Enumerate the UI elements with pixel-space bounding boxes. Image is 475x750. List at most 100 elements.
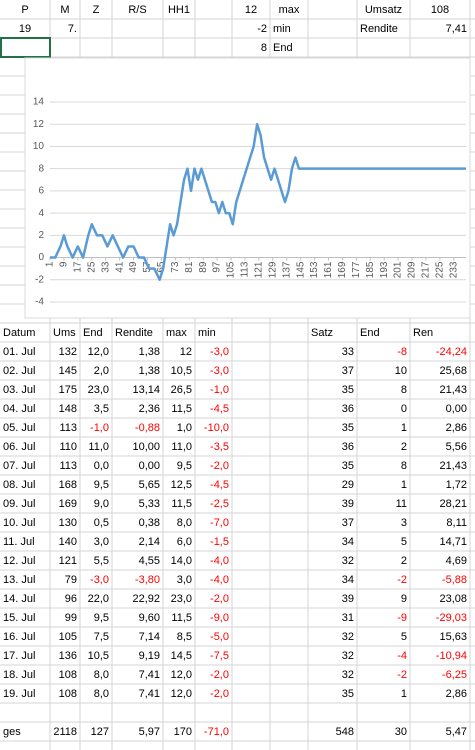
cell-text: 11. Jul	[3, 536, 35, 548]
cell-text: 9	[401, 593, 407, 605]
cell-text: 170	[174, 726, 192, 738]
cell-text: 2	[401, 555, 407, 567]
cell-text: 14. Jul	[3, 593, 35, 605]
x-tick-label: 145	[295, 261, 306, 278]
cell-text: max	[166, 327, 187, 339]
x-tick-label: 113	[240, 261, 251, 277]
cell-text: 0,00	[139, 460, 160, 472]
cell-text: 127	[91, 726, 109, 738]
cell-text: 140	[59, 536, 77, 548]
cell-text: 37	[342, 517, 354, 529]
cell-text: -10,94	[436, 650, 467, 662]
cell-text: 8,0	[94, 669, 109, 681]
cell-text: 7,5	[94, 631, 109, 643]
cell-text: 13,14	[132, 384, 160, 396]
x-tick-label: 89	[198, 261, 209, 273]
cell-text: -10,0	[204, 422, 229, 434]
y-tick-label: 10	[33, 141, 45, 152]
x-tick-label: 225	[435, 261, 446, 278]
cell-text: -3,80	[135, 574, 160, 586]
cell-text: Z	[93, 4, 100, 16]
cell-text: 99	[65, 612, 77, 624]
cell-text: 30	[395, 726, 407, 738]
cell-text: 11,0	[88, 441, 109, 453]
cell-text: 8	[401, 460, 407, 472]
cell-text: M	[60, 4, 69, 16]
cell-text: 2,86	[446, 688, 467, 700]
cell-text: Rendite	[360, 23, 398, 35]
cell-text: 9,60	[139, 612, 160, 624]
cell-text: -4,5	[210, 403, 229, 415]
cell-text: -3,0	[90, 574, 109, 586]
cell-text: 2,14	[139, 536, 160, 548]
cell-text: 1,72	[446, 479, 467, 491]
cell-text: -5,0	[210, 631, 229, 643]
x-tick-label: 153	[309, 261, 320, 278]
cell-text: 36	[342, 441, 354, 453]
cell-text: 15. Jul	[3, 612, 35, 624]
cell-text: -3,0	[210, 365, 229, 377]
cell-text: 32	[342, 669, 354, 681]
cell-text: R/S	[128, 4, 146, 16]
cell-text: 11,5	[171, 612, 192, 624]
cell-text: 96	[65, 593, 77, 605]
cell-text: 22,92	[132, 593, 160, 605]
cell-text: 7,14	[139, 631, 160, 643]
cell-text: 14,71	[439, 536, 467, 548]
cell-text: -2	[397, 669, 407, 681]
cell-text: 35	[342, 422, 354, 434]
cell-text: 3	[401, 517, 407, 529]
cell-text: 35	[342, 384, 354, 396]
cell-text: 169	[59, 498, 77, 510]
x-tick-label: 129	[267, 261, 278, 278]
cell-text: -29,03	[436, 612, 467, 624]
x-tick-label: 41	[114, 261, 125, 273]
cell-text: 1	[401, 479, 407, 491]
cell-text: 32	[342, 631, 354, 643]
cell-text: 110	[59, 441, 77, 453]
cell-text: 04. Jul	[3, 403, 35, 415]
cell-text: 10	[395, 365, 407, 377]
cell-text: -2,0	[210, 669, 229, 681]
cell-text: 23,08	[439, 593, 467, 605]
cell-text: 17. Jul	[3, 650, 35, 662]
cell-text: Ren	[413, 327, 433, 339]
y-tick-label: 2	[38, 230, 44, 241]
cell-text: 22,0	[88, 593, 109, 605]
cell-text: 12. Jul	[3, 555, 35, 567]
cell-text: 12,0	[171, 688, 192, 700]
cell-text: 4,69	[446, 555, 467, 567]
cell-text: 8,0	[94, 688, 109, 700]
cell-text: 12	[245, 4, 257, 16]
cell-text: 5,56	[446, 441, 467, 453]
cell-text: Ums	[53, 327, 76, 339]
x-tick-label: 105	[226, 261, 237, 278]
cell-text: -3,0	[210, 346, 229, 358]
x-tick-label: 185	[365, 261, 376, 278]
y-tick-label: 6	[38, 186, 44, 197]
cell-text: -2	[257, 23, 267, 35]
cell-text: 32	[342, 555, 354, 567]
cell-text: -71,0	[204, 726, 229, 738]
x-tick-label: 9	[59, 261, 70, 267]
cell-text: 1	[401, 688, 407, 700]
x-tick-label: 193	[379, 261, 390, 278]
cell-text: 113	[59, 422, 77, 434]
cell-text: 2,36	[139, 403, 160, 415]
cell-text: End	[360, 327, 380, 339]
x-tick-label: 161	[323, 261, 334, 278]
cell-text: 5,65	[139, 479, 160, 491]
cell-text: 10,00	[132, 441, 160, 453]
cell-text: 34	[342, 574, 354, 586]
cell-text: 6,0	[177, 536, 192, 548]
cell-text: End	[83, 327, 103, 339]
cell-text: 35	[342, 688, 354, 700]
cell-text: 148	[59, 403, 77, 415]
cell-text: -2	[397, 574, 407, 586]
cell-text: 02. Jul	[3, 365, 35, 377]
x-tick-label: 121	[254, 261, 265, 278]
cell-text: min	[273, 23, 291, 35]
cell-text: 0,38	[139, 517, 160, 529]
cell-text: 25,68	[439, 365, 467, 377]
